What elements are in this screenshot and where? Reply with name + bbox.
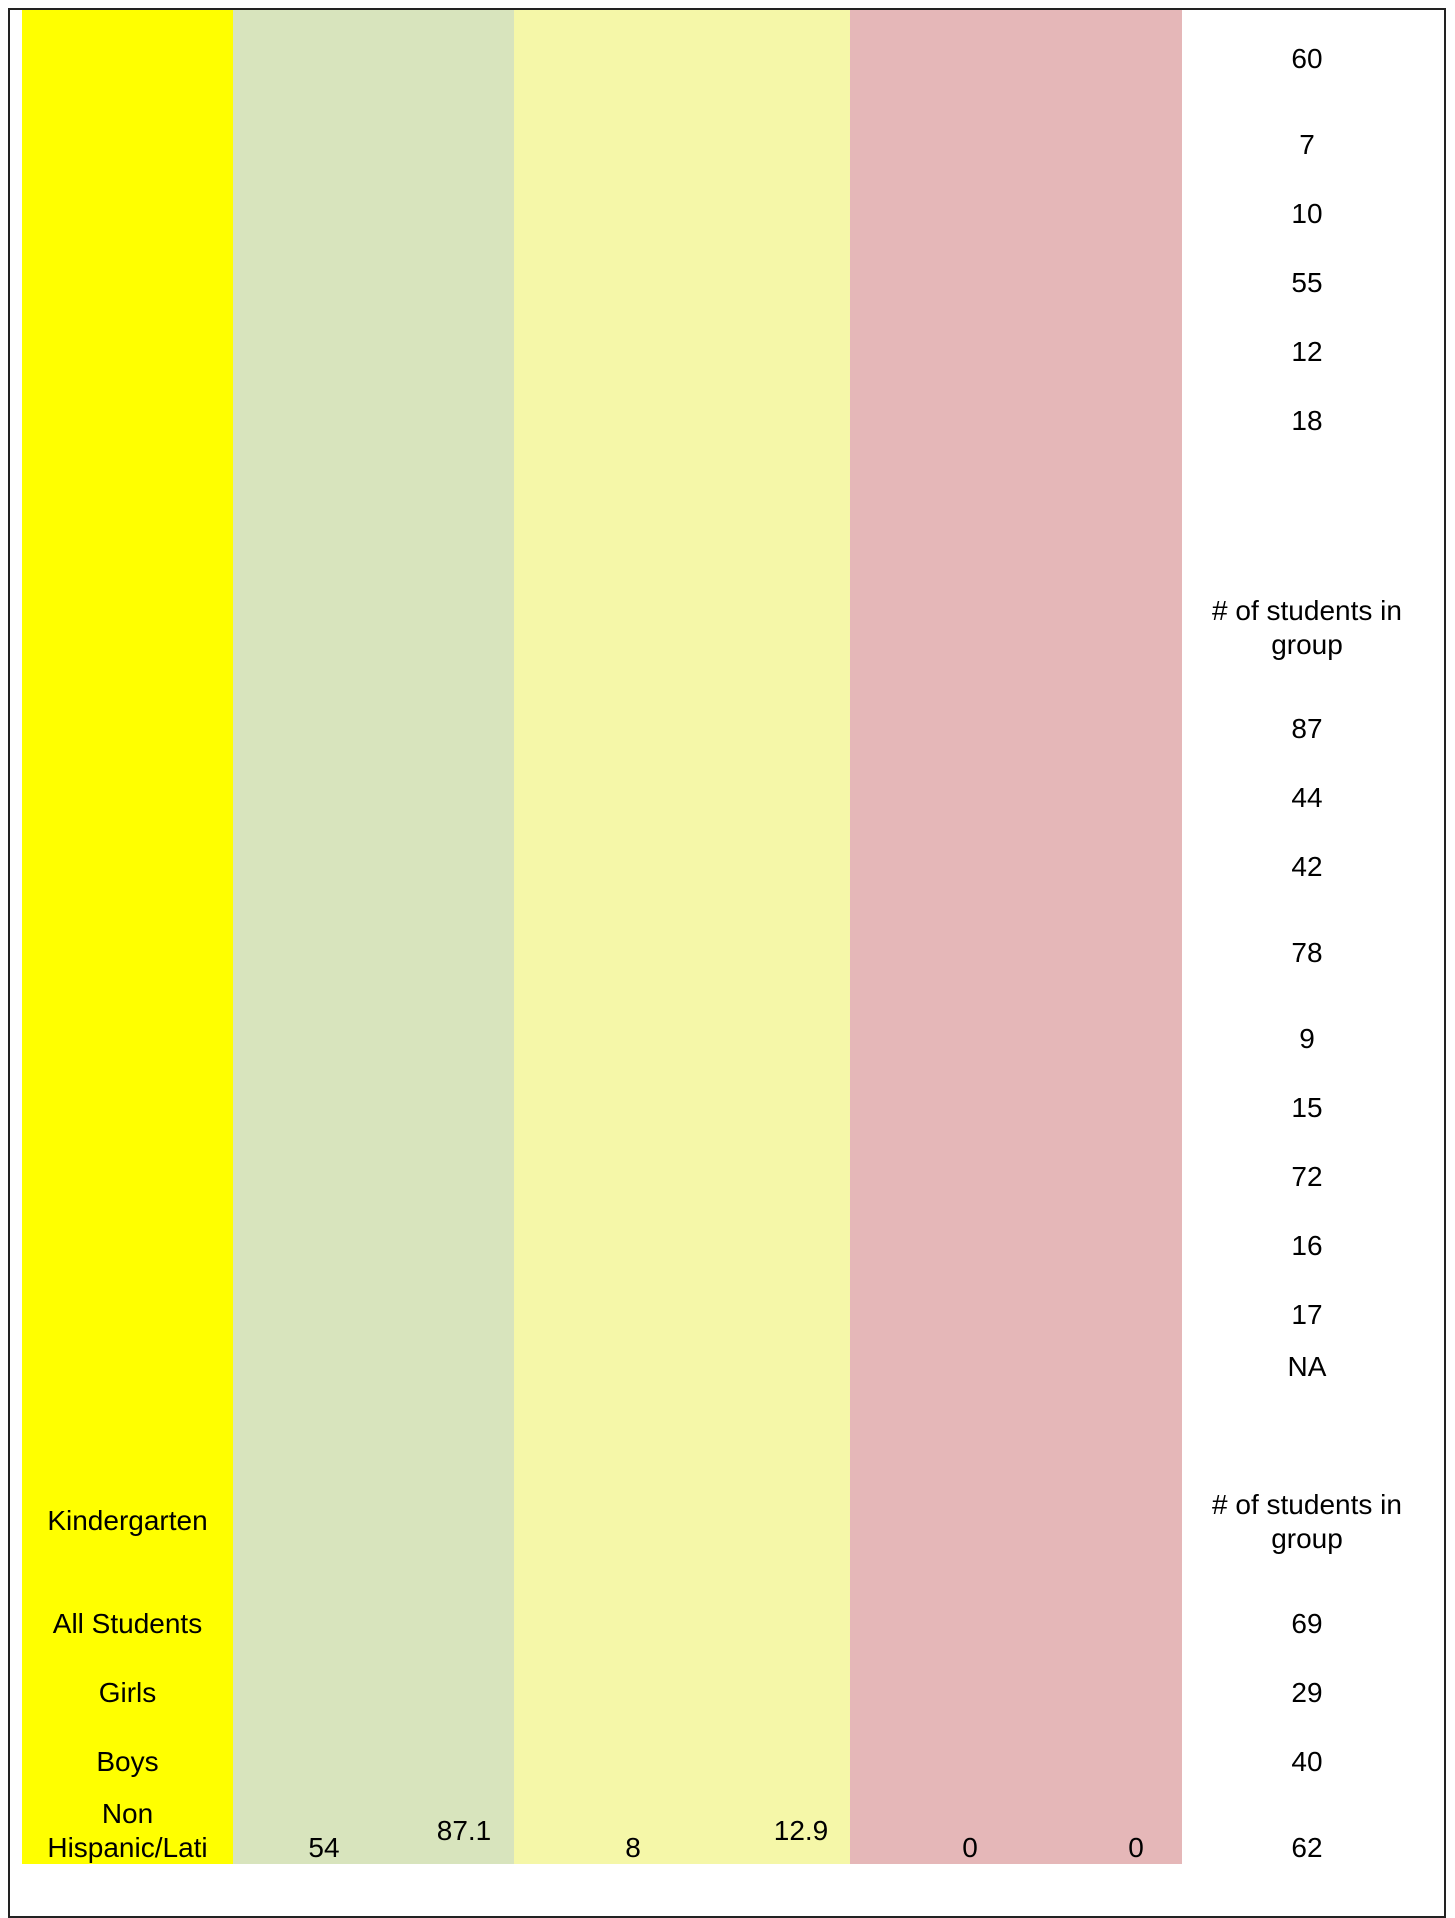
row-label-all-students: All Students [52, 1608, 203, 1639]
count-cell: 15 [1291, 1092, 1323, 1123]
count-cell: 40 [1291, 1746, 1323, 1777]
row-label-non-hispanic: Non Hispanic/Lati [47, 1798, 208, 1863]
count-cell: 12 [1291, 336, 1323, 367]
yellow-column [514, 10, 850, 1864]
count-cell: NA [1287, 1351, 1327, 1382]
count-cell: 62 [1291, 1832, 1323, 1863]
count-cell: 69 [1291, 1608, 1323, 1639]
green-column [233, 10, 514, 1864]
count-cell: 10 [1291, 198, 1323, 229]
count-cell: 9 [1299, 1023, 1315, 1054]
count-cell: 17 [1291, 1299, 1323, 1330]
green-count-cell: 54 [308, 1832, 340, 1863]
count-cell: 60 [1291, 43, 1323, 74]
count-cell: 42 [1291, 851, 1323, 882]
section-title-kindergarten: Kindergarten [47, 1505, 208, 1536]
row-label-girls: Girls [98, 1677, 157, 1708]
count-cell: 72 [1291, 1161, 1323, 1192]
row-label-boys: Boys [96, 1746, 159, 1777]
label-column [22, 10, 233, 1864]
red-percent-cell: 0 [1128, 1832, 1144, 1863]
yellow-percent-cell: 12.9 [773, 1815, 829, 1846]
count-cell: 87 [1291, 713, 1323, 744]
count-column-header: # of students in group [1212, 595, 1402, 660]
count-cell: 78 [1291, 937, 1323, 968]
red-column [850, 10, 1182, 1864]
count-cell: 55 [1291, 267, 1323, 298]
count-cell: 29 [1291, 1677, 1323, 1708]
count-cell: 44 [1291, 782, 1323, 813]
red-count-cell: 0 [962, 1832, 978, 1863]
yellow-count-cell: 8 [625, 1832, 641, 1863]
count-cell: 16 [1291, 1230, 1323, 1261]
count-cell: 18 [1291, 405, 1323, 436]
count-cell: 7 [1299, 129, 1315, 160]
green-percent-cell: 87.1 [436, 1815, 492, 1846]
count-column-header: # of students in group [1212, 1489, 1402, 1554]
